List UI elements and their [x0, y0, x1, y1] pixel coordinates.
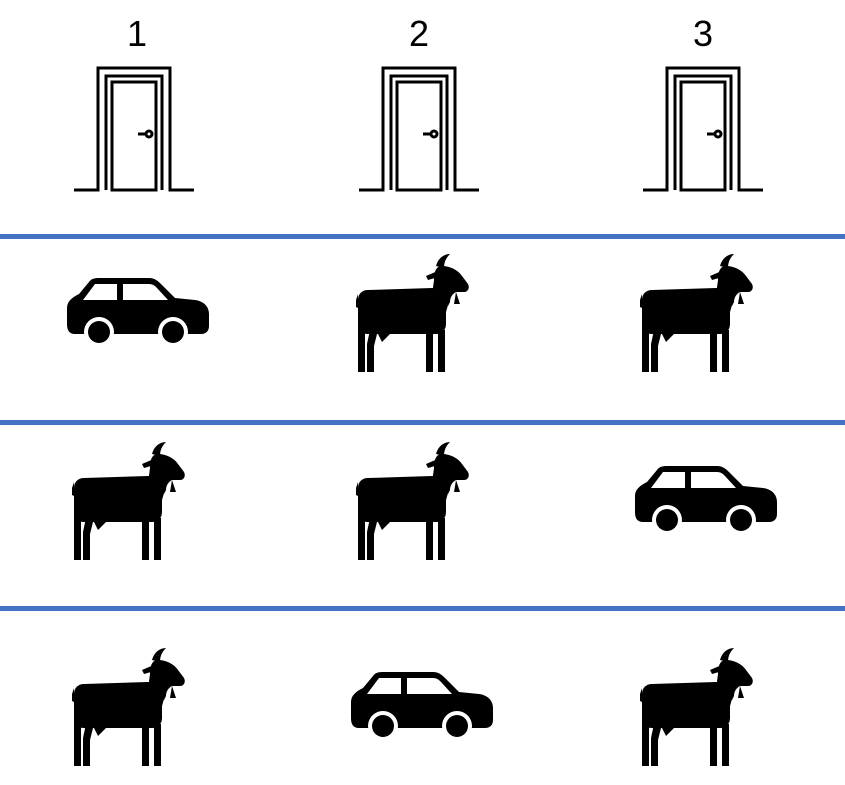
goat-icon: [638, 254, 768, 377]
goat-icon: [70, 648, 200, 771]
car-icon: [351, 672, 493, 749]
separator-line: [0, 420, 845, 425]
goat-icon: [70, 442, 200, 565]
goat-icon: [354, 442, 484, 565]
car-icon: [635, 466, 777, 543]
door-3-number: 3: [692, 13, 714, 54]
goat-icon: [638, 648, 768, 771]
goat-icon: [354, 254, 484, 377]
door-icon: [643, 66, 763, 192]
door-2-number: 2: [408, 13, 430, 54]
car-icon: [67, 278, 209, 355]
separator-line: [0, 606, 845, 611]
door-1-number: 1: [126, 13, 148, 54]
door-icon: [74, 66, 194, 192]
door-icon: [359, 66, 479, 192]
separator-line: [0, 234, 845, 239]
